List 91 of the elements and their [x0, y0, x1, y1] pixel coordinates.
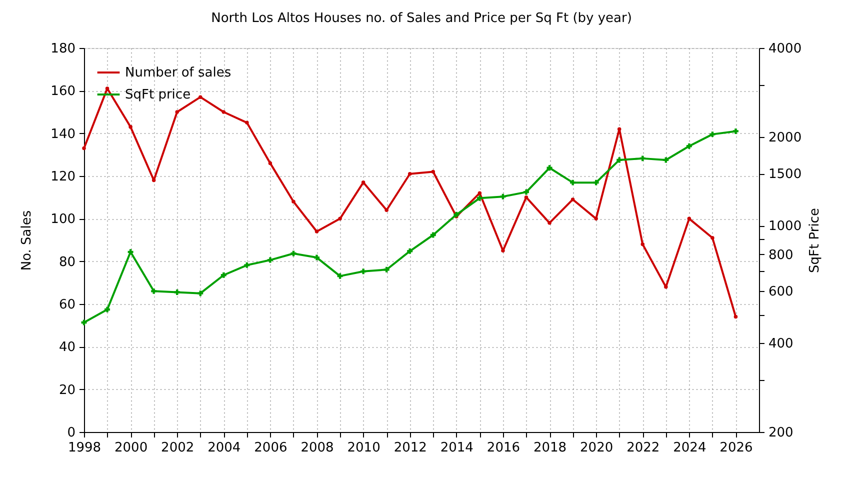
point: [732, 128, 738, 134]
y-tick-label: 160: [50, 84, 76, 100]
point: [222, 110, 226, 114]
y-tick-label: 140: [50, 126, 76, 142]
point: [594, 216, 598, 221]
point: [548, 221, 552, 225]
x-tick-label: 1998: [68, 440, 102, 456]
point: [524, 189, 529, 195]
x-tick-label: 2016: [486, 440, 520, 456]
y2-tick-label: 800: [768, 248, 794, 263]
point: [686, 143, 692, 149]
point: [175, 110, 179, 114]
point: [663, 157, 669, 163]
point: [616, 157, 622, 163]
point: [617, 127, 622, 131]
point: [360, 268, 366, 274]
point: [220, 272, 226, 278]
point: [268, 161, 272, 166]
y-tick-label: 80: [58, 254, 76, 270]
point: [128, 125, 132, 129]
y2-tick-label: 400: [768, 336, 794, 352]
point: [431, 170, 436, 174]
point: [476, 195, 482, 201]
point: [710, 236, 714, 240]
point: [337, 273, 343, 279]
x-tick-label: 2024: [673, 440, 706, 456]
point: [593, 180, 599, 186]
y2-tick-label: 2000: [768, 130, 802, 146]
x-tick-label: 2014: [440, 440, 474, 456]
point: [128, 249, 134, 255]
point: [640, 156, 646, 162]
x-tick-label: 2010: [347, 440, 380, 456]
point: [500, 194, 506, 200]
chart-title: North Los Altos Houses no. of Sales and Price per Sq Ft (by year): [211, 11, 632, 26]
point: [454, 212, 460, 218]
legend-label: Number of sales: [125, 66, 232, 80]
point: [105, 86, 110, 90]
x-tick-label: 2026: [720, 440, 753, 456]
y-tick-label: 180: [50, 42, 76, 56]
y2-tick-label: 200: [768, 426, 794, 440]
x-tick-label: 2018: [533, 440, 567, 456]
x-tick-label: 2004: [208, 440, 241, 456]
legend-label: SqFt price: [125, 88, 191, 102]
point: [292, 200, 296, 204]
point: [640, 242, 644, 246]
point: [546, 165, 552, 171]
point: [734, 314, 738, 319]
x-tick-label: 2002: [161, 440, 194, 456]
point: [198, 95, 202, 99]
y2-tick-label: 1000: [768, 219, 802, 234]
x-tick-label: 2020: [580, 440, 614, 456]
y2-axis-title: SqFt Price: [808, 208, 823, 273]
x-tick-label: 2006: [254, 440, 288, 456]
x-tick-label: 2012: [394, 440, 427, 456]
point: [478, 191, 482, 195]
point: [501, 248, 505, 253]
x-tick-label: 2022: [626, 440, 660, 456]
point: [524, 195, 528, 200]
point: [198, 290, 204, 296]
x-tick-label: 2008: [300, 440, 334, 456]
y2-tick-label: 4000: [768, 42, 802, 56]
point: [384, 266, 390, 272]
point: [570, 198, 575, 202]
point: [570, 180, 576, 186]
point: [407, 248, 413, 254]
y-axis-title: No. Sales: [20, 210, 35, 271]
point: [245, 120, 249, 125]
y-tick-label: 120: [50, 170, 76, 184]
point: [314, 254, 320, 260]
y2-tick-label: 600: [768, 284, 794, 300]
x-tick-label: 2000: [114, 440, 148, 456]
y2-tick-label: 1500: [768, 167, 802, 182]
point: [664, 285, 668, 289]
y-tick-label: 0: [67, 426, 76, 440]
point: [338, 216, 342, 221]
point: [82, 146, 86, 150]
point: [152, 178, 156, 182]
y-tick-label: 20: [58, 382, 76, 398]
point: [314, 230, 319, 234]
point: [151, 288, 157, 294]
y-tick-label: 100: [50, 212, 76, 228]
point: [267, 257, 273, 263]
point: [710, 132, 716, 138]
y-tick-label: 60: [58, 298, 76, 312]
point: [174, 290, 180, 295]
y-tick-label: 40: [58, 340, 76, 356]
point: [408, 172, 412, 176]
point: [361, 180, 366, 184]
point: [244, 262, 250, 268]
point: [104, 306, 110, 312]
point: [384, 208, 388, 212]
